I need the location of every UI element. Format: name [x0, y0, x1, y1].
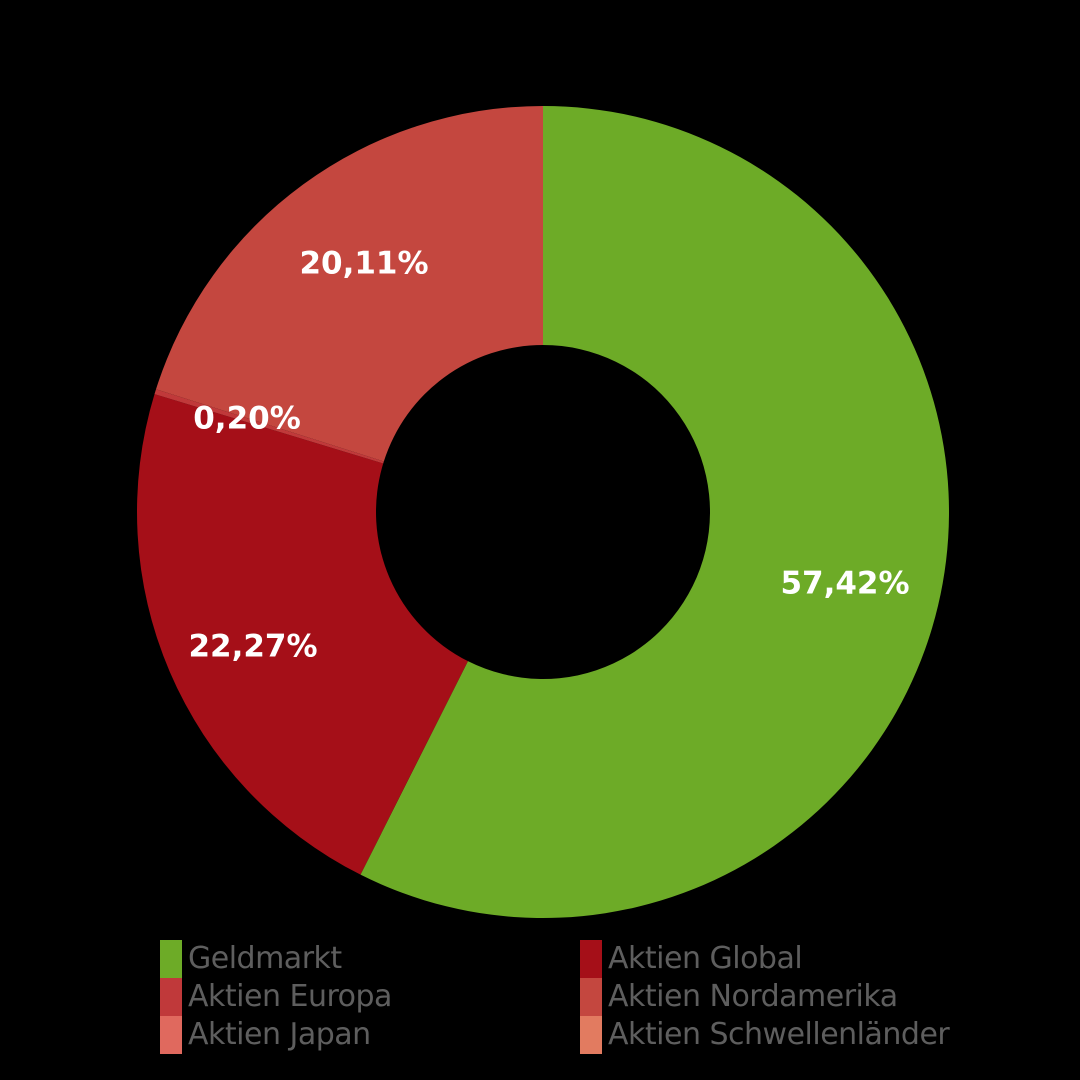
legend-label: Geldmarkt	[188, 941, 342, 976]
slice-label: 20,11%	[299, 246, 428, 282]
slice-aktien-nordamerika	[156, 106, 543, 462]
legend-swatch	[580, 978, 602, 1016]
slice-geldmarkt	[360, 106, 950, 918]
legend-swatch	[580, 1016, 602, 1054]
legend-swatch	[160, 940, 182, 978]
legend-label: Aktien Nordamerika	[608, 979, 898, 1014]
chart-legend: Geldmarkt Aktien Global Aktien Europa Aktie…	[160, 940, 980, 1054]
legend-label: Aktien Japan	[188, 1017, 371, 1052]
legend-swatch	[160, 978, 182, 1016]
legend-swatch	[580, 940, 602, 978]
slice-label: 57,42%	[780, 566, 909, 602]
legend-item: Aktien Schwellenländer	[580, 1016, 980, 1054]
legend-item: Aktien Europa	[160, 978, 580, 1016]
legend-label: Aktien Global	[608, 941, 803, 976]
donut-slices	[137, 106, 950, 918]
donut-chart: 57,42% 22,27% 0,20% 20,11%	[137, 106, 950, 918]
slice-label: 22,27%	[188, 629, 317, 665]
slice-aktien-europa	[154, 389, 384, 464]
legend-item: Geldmarkt	[160, 940, 580, 978]
slice-labels: 57,42% 22,27% 0,20% 20,11%	[188, 246, 909, 665]
legend-item: Aktien Japan	[160, 1016, 580, 1054]
legend-item: Aktien Nordamerika	[580, 978, 980, 1016]
legend-item: Aktien Global	[580, 940, 980, 978]
legend-swatch	[160, 1016, 182, 1054]
slice-label: 0,20%	[193, 401, 301, 437]
legend-label: Aktien Schwellenländer	[608, 1017, 950, 1052]
legend-label: Aktien Europa	[188, 979, 392, 1014]
slice-aktien-global	[137, 394, 468, 875]
